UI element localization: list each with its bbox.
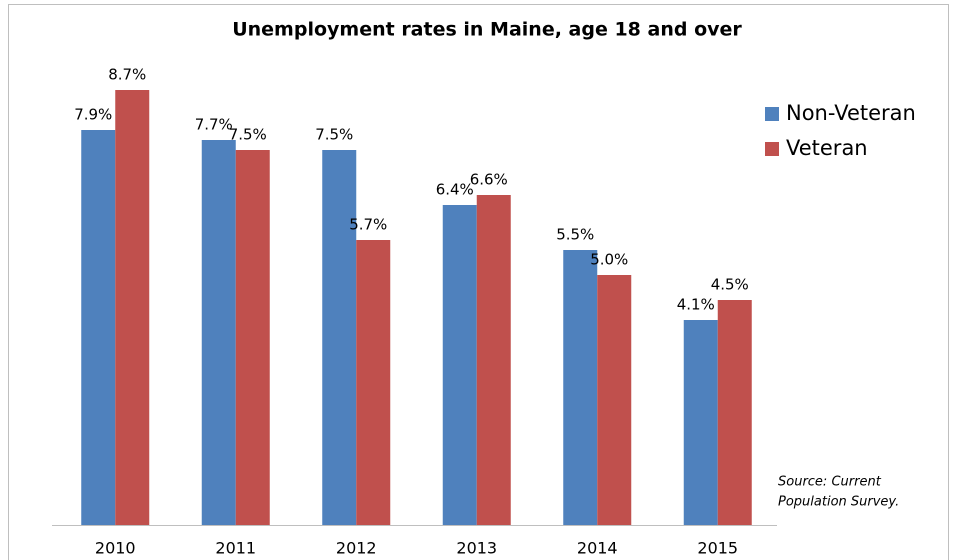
bar (115, 90, 150, 525)
bar (201, 140, 236, 525)
value-label: 7.5% (315, 126, 353, 144)
value-label: 5.5% (556, 226, 594, 244)
bar (442, 205, 477, 525)
value-label: 8.7% (108, 66, 146, 84)
value-label: 4.1% (677, 296, 715, 314)
bar (235, 150, 270, 525)
bar (597, 275, 632, 525)
value-label: 5.0% (590, 251, 628, 269)
source-note: Source: Current (778, 475, 882, 490)
value-label: 4.5% (711, 276, 749, 294)
bar (356, 240, 391, 525)
x-tick-label: 2015 (697, 539, 738, 558)
value-label: 5.7% (349, 216, 387, 234)
x-tick-label: 2010 (95, 539, 136, 558)
value-label: 6.4% (436, 181, 474, 199)
bar (717, 300, 752, 525)
bar (322, 150, 357, 525)
value-label: 7.5% (229, 126, 267, 144)
legend-swatch (765, 107, 779, 121)
legend-label: Non-Veteran (786, 101, 916, 125)
legend-swatch (765, 142, 779, 156)
value-label: 6.6% (470, 171, 508, 189)
bar (563, 250, 598, 525)
bar (476, 195, 511, 525)
x-tick-label: 2012 (336, 539, 377, 558)
x-tick-label: 2014 (577, 539, 618, 558)
x-tick-label: 2011 (215, 539, 256, 558)
bar (683, 320, 718, 525)
chart-title: Unemployment rates in Maine, age 18 and … (232, 19, 742, 41)
legend-label: Veteran (786, 136, 868, 160)
bar (81, 130, 116, 525)
source-note: Population Survey. (778, 495, 899, 510)
x-tick-label: 2013 (456, 539, 497, 558)
value-label: 7.9% (74, 106, 112, 124)
value-label: 7.7% (195, 116, 233, 134)
